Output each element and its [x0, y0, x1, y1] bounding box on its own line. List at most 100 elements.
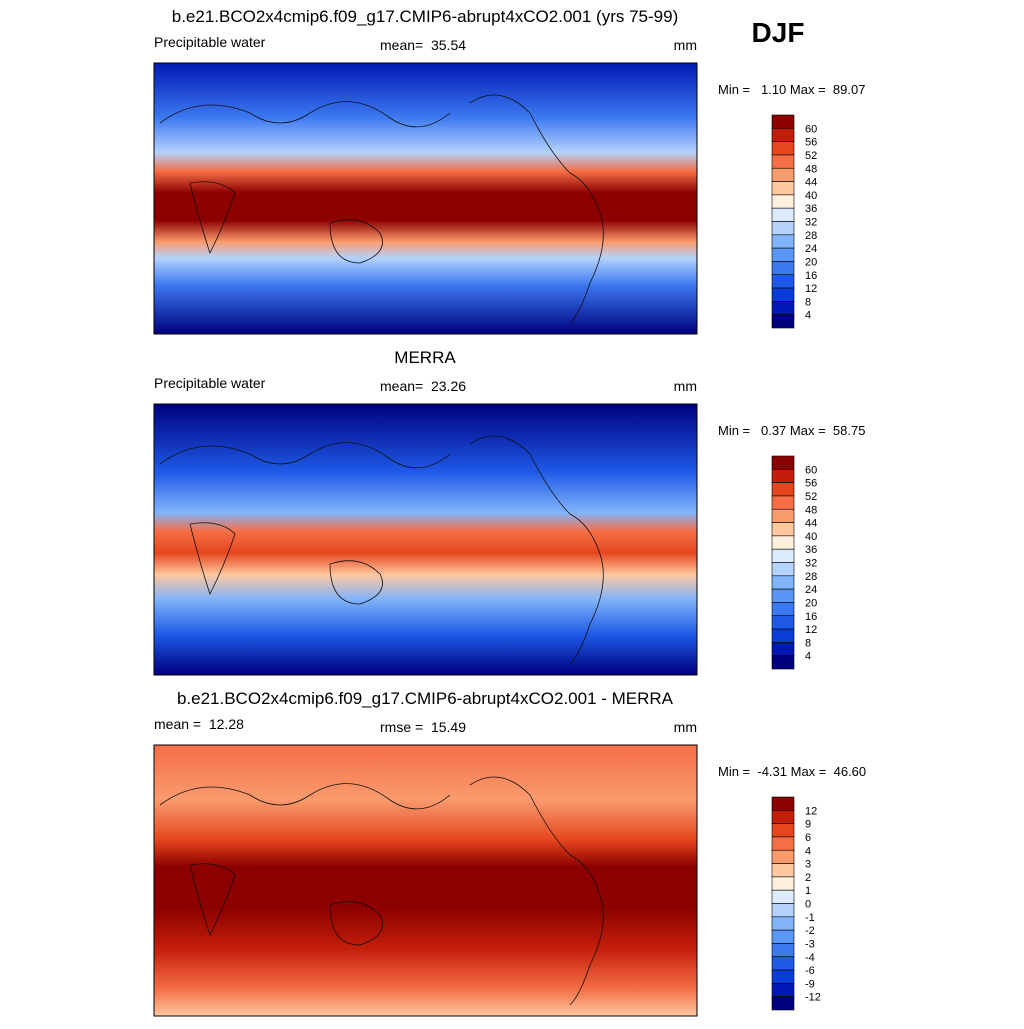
colorbar-label: 32: [805, 558, 817, 570]
colorbar-label: 6: [805, 832, 811, 844]
colorbar-label: 4: [805, 845, 811, 857]
colorbar-box: [771, 615, 795, 630]
colorbar-box: [771, 575, 795, 590]
center-label: mean= 35.54: [380, 37, 466, 53]
map-field: [153, 403, 698, 676]
colorbar-box: [771, 810, 795, 824]
colorbar-label: -6: [805, 965, 815, 977]
colorbar-label: 52: [805, 150, 817, 162]
colorbar-label: 9: [805, 819, 811, 831]
colorbar-box: [771, 301, 795, 315]
colorbar-box: [771, 167, 795, 182]
colorbar-label: 40: [805, 190, 817, 202]
colorbar-box: [771, 929, 795, 944]
colorbar-label: -9: [805, 978, 815, 990]
colorbar-box: [771, 548, 795, 563]
colorbar-box: [771, 562, 795, 577]
colorbar-box: [771, 207, 795, 222]
colorbar-box: [771, 863, 795, 878]
coastline: [159, 435, 604, 665]
coastline: [159, 94, 604, 324]
colorbar-box: [771, 956, 795, 971]
colorbar-label: 40: [805, 531, 817, 543]
units-label: mm: [674, 719, 697, 735]
panel-title: b.e21.BCO2x4cmip6.f09_g17.CMIP6-abrupt4x…: [177, 689, 674, 708]
colorbar-label: 48: [805, 163, 817, 175]
colorbar-box: [771, 469, 795, 483]
colorbar-label: 44: [805, 518, 817, 530]
colorbar-label: 20: [805, 597, 817, 609]
colorbar-label: 12: [805, 624, 817, 636]
colorbar-box: [771, 287, 795, 302]
colorbar-box: [771, 261, 795, 276]
colorbar-label: 0: [805, 899, 811, 911]
left-label: Precipitable water: [154, 34, 266, 50]
colorbar-label: 24: [805, 243, 817, 255]
colorbar-box: [771, 274, 795, 289]
colorbar-label: 56: [805, 478, 817, 490]
colorbar-box: [771, 655, 795, 670]
colorbar-label: -1: [805, 912, 815, 924]
colorbar-box: [771, 181, 795, 196]
colorbar-box: [771, 535, 795, 550]
colorbar-label: 12: [805, 283, 817, 295]
colorbar-box: [771, 314, 795, 329]
colorbar-box: [771, 482, 795, 497]
colorbar-box: [771, 836, 795, 851]
colorbar-label: 20: [805, 256, 817, 268]
colorbar-label: 36: [805, 203, 817, 215]
coastline: [189, 863, 383, 946]
colorbar-label: 60: [805, 464, 817, 476]
colorbar-label: 28: [805, 571, 817, 583]
left-label: mean = 12.28: [154, 716, 244, 732]
colorbar-box: [771, 495, 795, 510]
colorbar-label: 32: [805, 217, 817, 229]
colorbar-label: -4: [805, 952, 815, 964]
colorbar-box: [771, 969, 795, 984]
colorbar-label: 56: [805, 137, 817, 149]
colorbar-box: [771, 602, 795, 617]
colorbar-label: 3: [805, 859, 811, 871]
left-label: Precipitable water: [154, 375, 266, 391]
colorbar-label: 44: [805, 177, 817, 189]
colorbar-label: 36: [805, 544, 817, 556]
center-label: mean= 23.26: [380, 378, 466, 394]
colorbar-box: [771, 823, 795, 838]
colorbar-box: [771, 983, 795, 997]
colorbar-box: [771, 996, 795, 1011]
colorbar-box: [771, 141, 795, 156]
colorbar-box: [771, 628, 795, 643]
colorbar-box: [771, 588, 795, 603]
colorbar-label: 60: [805, 123, 817, 135]
colorbar-label: 48: [805, 504, 817, 516]
colorbar-label: 16: [805, 270, 817, 282]
colorbar-label: 52: [805, 491, 817, 503]
colorbar-label: 24: [805, 584, 817, 596]
coastline: [189, 522, 383, 605]
colorbar-box: [771, 796, 795, 811]
colorbar-label: 28: [805, 230, 817, 242]
colorbar-label: 8: [805, 637, 811, 649]
colorbar-box: [771, 522, 795, 537]
colorbar-box: [771, 154, 795, 169]
min-max-label: Min = 0.37 Max = 58.75: [718, 423, 865, 438]
panel-title: MERRA: [394, 348, 456, 367]
coastline: [189, 181, 383, 264]
min-max-label: Min = -4.31 Max = 46.60: [718, 764, 866, 779]
colorbar-box: [771, 876, 795, 891]
colorbar-box: [771, 247, 795, 262]
colorbar-box: [771, 916, 795, 931]
colorbar-label: -3: [805, 938, 815, 950]
colorbar-box: [771, 508, 795, 523]
colorbar-label: 4: [805, 651, 811, 663]
colorbar-box: [771, 128, 795, 142]
colorbar-box: [771, 221, 795, 236]
colorbar-box: [771, 194, 795, 209]
center-label: rmse = 15.49: [380, 719, 466, 735]
colorbar-box: [771, 943, 795, 958]
season-label: DJF: [752, 17, 805, 48]
colorbar-label: -12: [805, 992, 821, 1004]
colorbar-box: [771, 903, 795, 918]
colorbar-box: [771, 849, 795, 864]
